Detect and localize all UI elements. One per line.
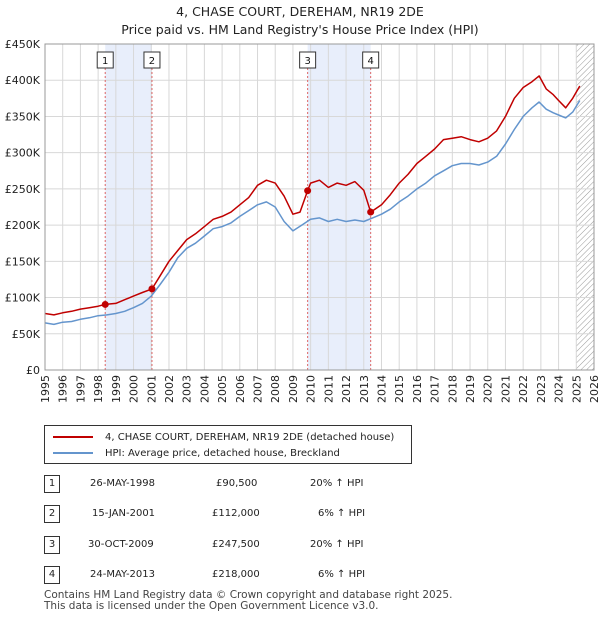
forecast-hatch-region	[576, 44, 594, 370]
transaction-row: 2 15-JAN-2001 £112,000 6% ↑ HPI	[0, 505, 600, 525]
x-tick-label: 2005	[216, 375, 229, 403]
sale-point	[304, 187, 312, 195]
y-tick-label: £400K	[5, 74, 41, 87]
sale-point	[101, 300, 109, 308]
y-tick-label: £250K	[5, 183, 41, 196]
shaded-ownership-period	[105, 44, 152, 370]
x-tick-label: 2017	[429, 375, 442, 403]
transaction-date: 15-JAN-2001	[92, 508, 156, 519]
x-tick-label: 2021	[499, 375, 512, 403]
x-tick-label: 2014	[375, 375, 388, 403]
x-tick-label: 2013	[358, 375, 371, 403]
x-tick-label: 2006	[234, 375, 247, 403]
x-tick-label: 1997	[74, 375, 87, 403]
y-tick-label: £0	[26, 364, 40, 377]
x-tick-label: 1999	[110, 375, 123, 403]
transaction-number: 4	[44, 566, 60, 584]
sale-label: 1	[102, 56, 108, 67]
x-tick-label: 2024	[553, 375, 566, 403]
x-tick-label: 2026	[588, 375, 600, 403]
x-tick-label: 2009	[287, 375, 300, 403]
x-tick-label: 2025	[570, 375, 583, 403]
legend-item-hpi: HPI: Average price, detached house, Brec…	[53, 446, 340, 460]
transaction-date: 24-MAY-2013	[90, 569, 156, 580]
legend: 4, CHASE COURT, DEREHAM, NR19 2DE (detac…	[44, 425, 412, 464]
sale-label-box	[143, 51, 161, 69]
y-tick-label: £350K	[5, 110, 41, 123]
transaction-price: £218,000	[212, 569, 260, 580]
transaction-hpi-change: 6% ↑ HPI	[318, 508, 366, 519]
transaction-hpi-change: 20% ↑ HPI	[310, 478, 364, 489]
property-price-line	[44, 75, 581, 316]
y-tick-label: £450K	[5, 38, 41, 51]
transaction-number: 1	[44, 475, 60, 493]
hpi-line	[44, 100, 581, 326]
transaction-date: 30-OCT-2009	[88, 539, 154, 550]
x-tick-label: 2019	[464, 375, 477, 403]
transaction-row: 1 26-MAY-1998 £90,500 20% ↑ HPI	[0, 475, 600, 495]
x-tick-label: 2015	[393, 375, 406, 403]
sale-point	[367, 208, 375, 216]
x-tick-label: 2008	[269, 375, 282, 403]
legend-swatch-hpi	[53, 452, 93, 454]
legend-swatch-property	[53, 436, 93, 438]
transaction-row: 3 30-OCT-2009 £247,500 20% ↑ HPI	[0, 536, 600, 556]
transaction-price: £90,500	[216, 478, 258, 489]
sale-label-box	[299, 51, 317, 69]
sale-label-box	[362, 51, 380, 69]
x-tick-label: 2001	[145, 375, 158, 403]
transaction-row: 4 24-MAY-2013 £218,000 6% ↑ HPI	[0, 566, 600, 586]
y-tick-label: £200K	[5, 219, 41, 232]
x-tick-label: 2020	[482, 375, 495, 403]
x-tick-label: 2023	[535, 375, 548, 403]
plot-border	[44, 43, 595, 371]
legend-label-hpi: HPI: Average price, detached house, Brec…	[105, 447, 340, 459]
x-tick-label: 2002	[163, 375, 176, 403]
price-chart: 1 2 3 4 £0 £50K £100K £150K £200K £250K £300K £350K…	[5, 38, 600, 403]
transaction-hpi-change: 6% ↑ HPI	[318, 569, 366, 580]
x-tick-label: 1995	[39, 375, 52, 403]
x-tick-label: 2011	[322, 375, 335, 403]
attribution: Contains HM Land Registry data © Crown c…	[44, 590, 452, 612]
x-tick-label: 2000	[128, 375, 141, 403]
sale-label: 4	[367, 56, 373, 67]
x-tick-label: 1998	[92, 375, 105, 403]
y-tick-label: £100K	[5, 292, 41, 305]
transaction-price: £112,000	[212, 508, 260, 519]
legend-label-property: 4, CHASE COURT, DEREHAM, NR19 2DE (detac…	[105, 431, 395, 443]
sale-label: 3	[304, 56, 310, 67]
x-tick-label: 2022	[517, 375, 530, 403]
transaction-date: 26-MAY-1998	[90, 478, 156, 489]
attribution-line: Contains HM Land Registry data © Crown c…	[44, 589, 453, 601]
x-tick-label: 2012	[340, 375, 353, 403]
y-tick-label: £150K	[5, 255, 41, 268]
attribution-line: This data is licensed under the Open Gov…	[44, 600, 379, 612]
x-tick-label: 2010	[305, 375, 318, 403]
x-tick-label: 2016	[411, 375, 424, 403]
x-tick-label: 2004	[198, 375, 211, 403]
x-tick-label: 2007	[252, 375, 265, 403]
transaction-number: 3	[44, 536, 60, 554]
transaction-price: £247,500	[212, 539, 260, 550]
y-tick-label: £50K	[12, 328, 41, 341]
sale-point	[148, 285, 156, 293]
transaction-hpi-change: 20% ↑ HPI	[310, 539, 364, 550]
sale-label: 2	[149, 56, 155, 67]
shaded-ownership-period	[307, 44, 371, 370]
sale-label-box	[96, 51, 114, 69]
transaction-number: 2	[44, 505, 60, 523]
chart-subtitle: Price paid vs. HM Land Registry's House …	[121, 22, 479, 37]
x-tick-label: 1996	[57, 375, 70, 403]
x-tick-label: 2018	[446, 375, 459, 403]
y-tick-label: £300K	[5, 147, 41, 160]
legend-item-property: 4, CHASE COURT, DEREHAM, NR19 2DE (detac…	[53, 430, 394, 444]
chart-title: 4, CHASE COURT, DEREHAM, NR19 2DE	[176, 4, 424, 19]
x-tick-label: 2003	[181, 375, 194, 403]
